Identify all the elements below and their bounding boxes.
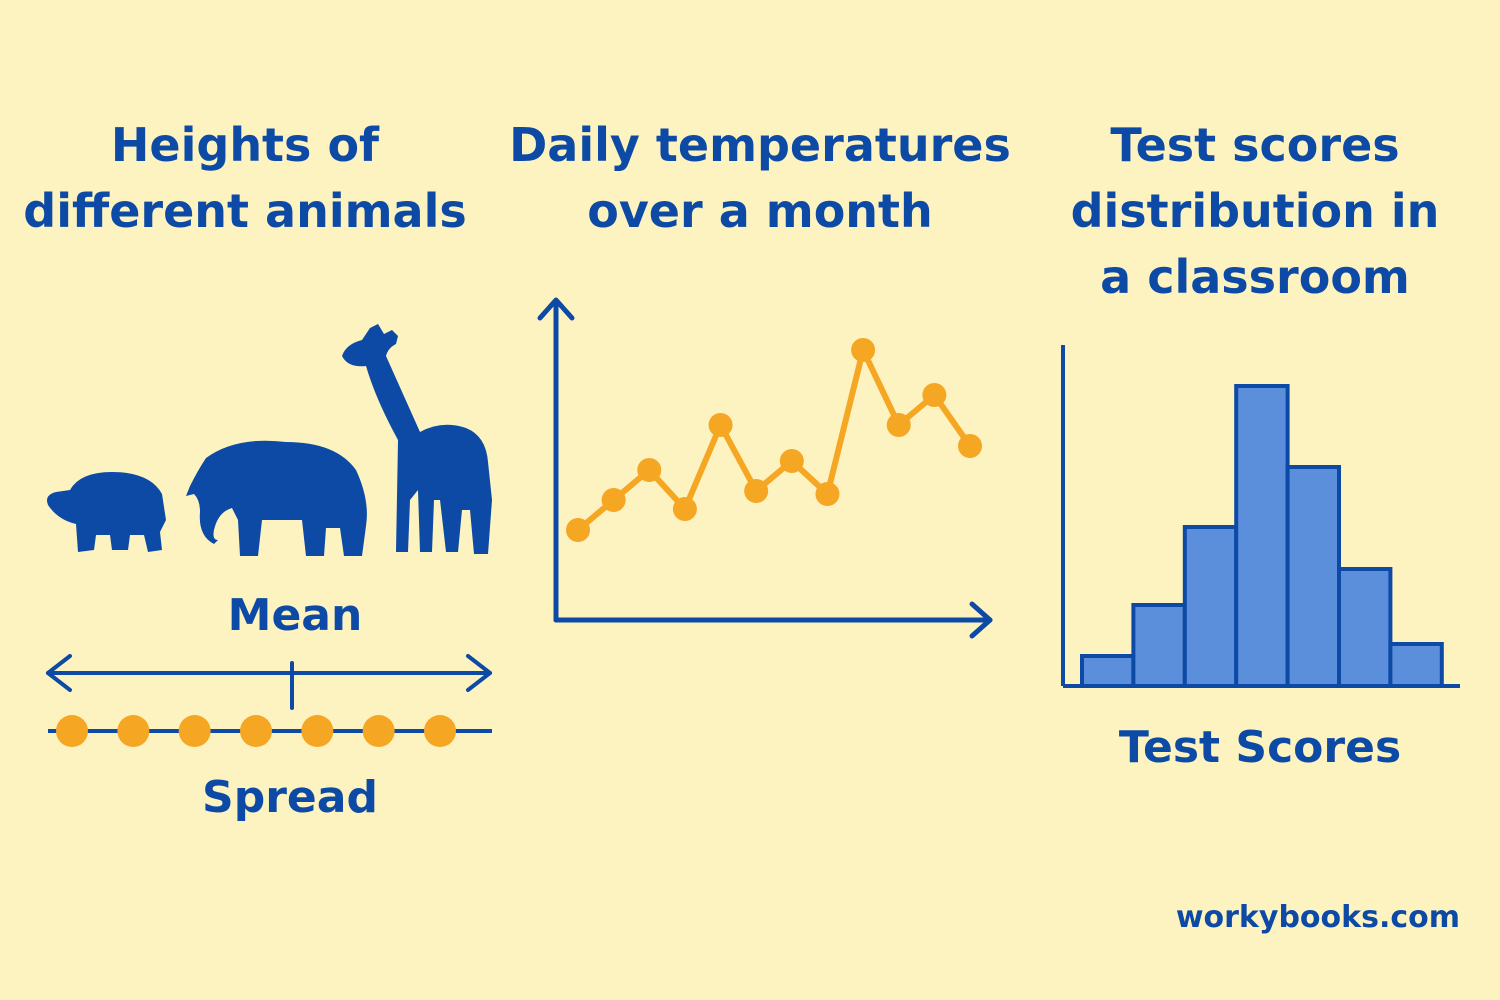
- score-bar: [1285, 465, 1341, 688]
- elephant-icon: [186, 440, 367, 556]
- temperature-point: [815, 482, 840, 506]
- temperature-point: [566, 518, 590, 542]
- temperature-axes: [537, 297, 993, 639]
- spread-label: Spread: [202, 772, 378, 823]
- score-bar: [1131, 603, 1187, 688]
- temperatures-panel-title: Daily temperatures over a month: [509, 118, 1011, 238]
- scores-x-axis-label: Test Scores: [1118, 722, 1402, 773]
- spread-dot: [424, 715, 456, 747]
- temperature-point: [708, 413, 733, 437]
- temperature-points: [566, 338, 982, 542]
- temperature-point: [958, 434, 982, 458]
- spread-dot: [362, 715, 395, 747]
- score-bars: [1080, 384, 1444, 688]
- scores-panel-title: Test scores distribution in a classroom: [1070, 118, 1440, 304]
- spread-dot: [301, 715, 334, 747]
- mean-label: Mean: [227, 590, 363, 641]
- spread-dot: [56, 715, 88, 747]
- scores-chart: [1061, 345, 1460, 688]
- temperature-point: [851, 338, 876, 362]
- score-bar: [1234, 384, 1290, 688]
- spread-dot: [117, 715, 150, 747]
- mean-range-arrow: [46, 654, 492, 710]
- spread-dot: [240, 715, 272, 747]
- watermark: workybooks.com: [1175, 900, 1460, 935]
- temperature-chart: [537, 297, 993, 639]
- temperature-point: [779, 449, 804, 473]
- score-bar: [1182, 525, 1239, 688]
- temperature-point: [601, 488, 626, 512]
- spread-dots: [56, 715, 456, 747]
- animals-panel-title: Heights of different animals: [23, 118, 467, 238]
- temperature-point: [886, 413, 911, 437]
- spread-dot: [178, 715, 211, 747]
- score-bar: [1337, 567, 1393, 688]
- temperature-point: [637, 458, 662, 482]
- turtle-icon: [47, 472, 166, 552]
- temperature-point: [744, 479, 769, 503]
- temperature-point: [672, 497, 697, 521]
- giraffe-icon: [342, 324, 492, 554]
- score-bar: [1388, 642, 1444, 688]
- score-bar: [1080, 654, 1136, 688]
- temperature-point: [922, 383, 947, 407]
- temperature-series-line: [575, 347, 973, 533]
